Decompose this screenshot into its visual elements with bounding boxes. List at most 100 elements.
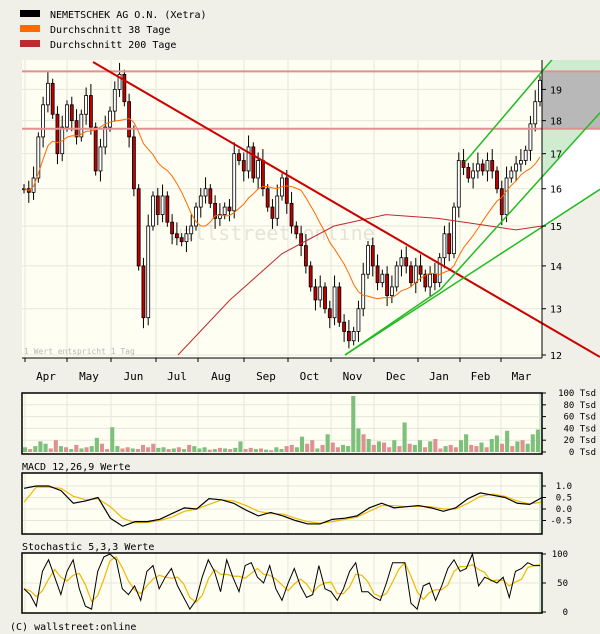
y-tick-label: 100 Tsd [558, 389, 596, 399]
candle [227, 206, 232, 212]
volume-bar [412, 444, 417, 452]
volume-bar [135, 449, 140, 452]
candle [490, 160, 495, 172]
x-tick-label: Dec [386, 370, 406, 383]
candle [270, 206, 275, 219]
candle [41, 104, 46, 138]
volume-bar [156, 447, 161, 452]
x-tick-label: Nov [343, 370, 363, 383]
candle [437, 257, 442, 284]
volume-bar [166, 449, 171, 452]
uptrend-line [439, 112, 600, 291]
y-tick-label: 15 [550, 222, 562, 233]
volume-bar [520, 440, 525, 452]
downtrend-line [92, 61, 600, 358]
volume-bar [417, 440, 423, 452]
volume-bar [397, 446, 402, 452]
volume-bar [489, 439, 494, 452]
volume-bar [376, 441, 381, 452]
candle [471, 170, 476, 179]
uptrend-line [344, 289, 441, 356]
candle [351, 331, 356, 342]
y-tick-label: 0 [563, 608, 568, 618]
volume-bar [105, 449, 110, 452]
candle [155, 195, 160, 215]
candle [409, 265, 413, 284]
volume-bar [530, 434, 535, 452]
candle [361, 273, 366, 310]
candle [428, 273, 433, 288]
candle [432, 273, 437, 284]
volume-bar [151, 443, 156, 452]
y-tick-label: 50 [557, 579, 568, 589]
volume-bar [233, 447, 238, 452]
legend-price-label: NEMETSCHEK AG O.N. (Xetra) [50, 10, 207, 21]
candle [504, 177, 509, 215]
volume-bar [494, 435, 499, 452]
candle [461, 160, 466, 168]
volume-bar [38, 441, 43, 452]
volume-bar [181, 449, 187, 452]
candle [251, 146, 256, 179]
volume-bar [340, 444, 346, 452]
x-tick-label: Oct [300, 370, 320, 383]
candle [174, 233, 179, 239]
candle [389, 286, 394, 296]
uptrend-line [344, 188, 600, 356]
volume-bar [253, 449, 258, 452]
volume-bar [84, 447, 89, 452]
y-tick-label: 0.0 [556, 505, 572, 515]
copyright-footer: (C) wallstreet:online [10, 622, 136, 633]
candle [366, 245, 370, 275]
volume-bar [161, 447, 166, 452]
volume-bar [346, 446, 351, 452]
volume-bar [325, 434, 330, 452]
candle [184, 233, 189, 243]
volume-bar [310, 440, 315, 452]
resistance-gray-zone [542, 71, 600, 129]
stochastic-line [23, 552, 540, 611]
volume-bar [99, 443, 105, 452]
volume-bar [146, 447, 151, 452]
candle [452, 206, 456, 255]
volume-bar [187, 444, 192, 452]
volume-bar [387, 447, 392, 452]
macd-signal-line [23, 486, 543, 524]
candle [442, 233, 447, 259]
panel-edge [539, 473, 542, 534]
candle [466, 167, 471, 179]
volume-bar [79, 448, 84, 452]
volume-bar [315, 448, 320, 452]
candle [342, 321, 347, 332]
volume-bar [438, 448, 443, 452]
legend-swatch-ma200 [20, 40, 40, 47]
volume-bar [258, 448, 264, 452]
y-tick-label: 20 Tsd [563, 436, 596, 446]
candle [117, 73, 122, 90]
y-tick-label: 80 Tsd [563, 401, 596, 411]
x-tick-label: May [79, 370, 99, 383]
volume-bar [474, 446, 479, 452]
candle [327, 308, 332, 319]
uptrend-line [464, 60, 553, 163]
candle [533, 101, 538, 125]
candle [141, 265, 146, 319]
candle [79, 113, 84, 138]
candle [213, 202, 218, 219]
candle [294, 225, 299, 235]
volume-bar [217, 447, 222, 452]
candle [194, 206, 198, 227]
candle [346, 331, 351, 342]
volume-bar [212, 449, 217, 452]
candle [514, 163, 519, 172]
panel-edge [539, 393, 542, 454]
volume-bar [423, 447, 428, 452]
volume-bar [382, 442, 387, 452]
volume-bar [515, 441, 520, 452]
candle [499, 188, 504, 215]
volume-bar [197, 448, 202, 452]
volume-panel [22, 393, 542, 454]
volume-bar [499, 443, 505, 452]
candle [69, 104, 74, 122]
candle [475, 163, 480, 172]
